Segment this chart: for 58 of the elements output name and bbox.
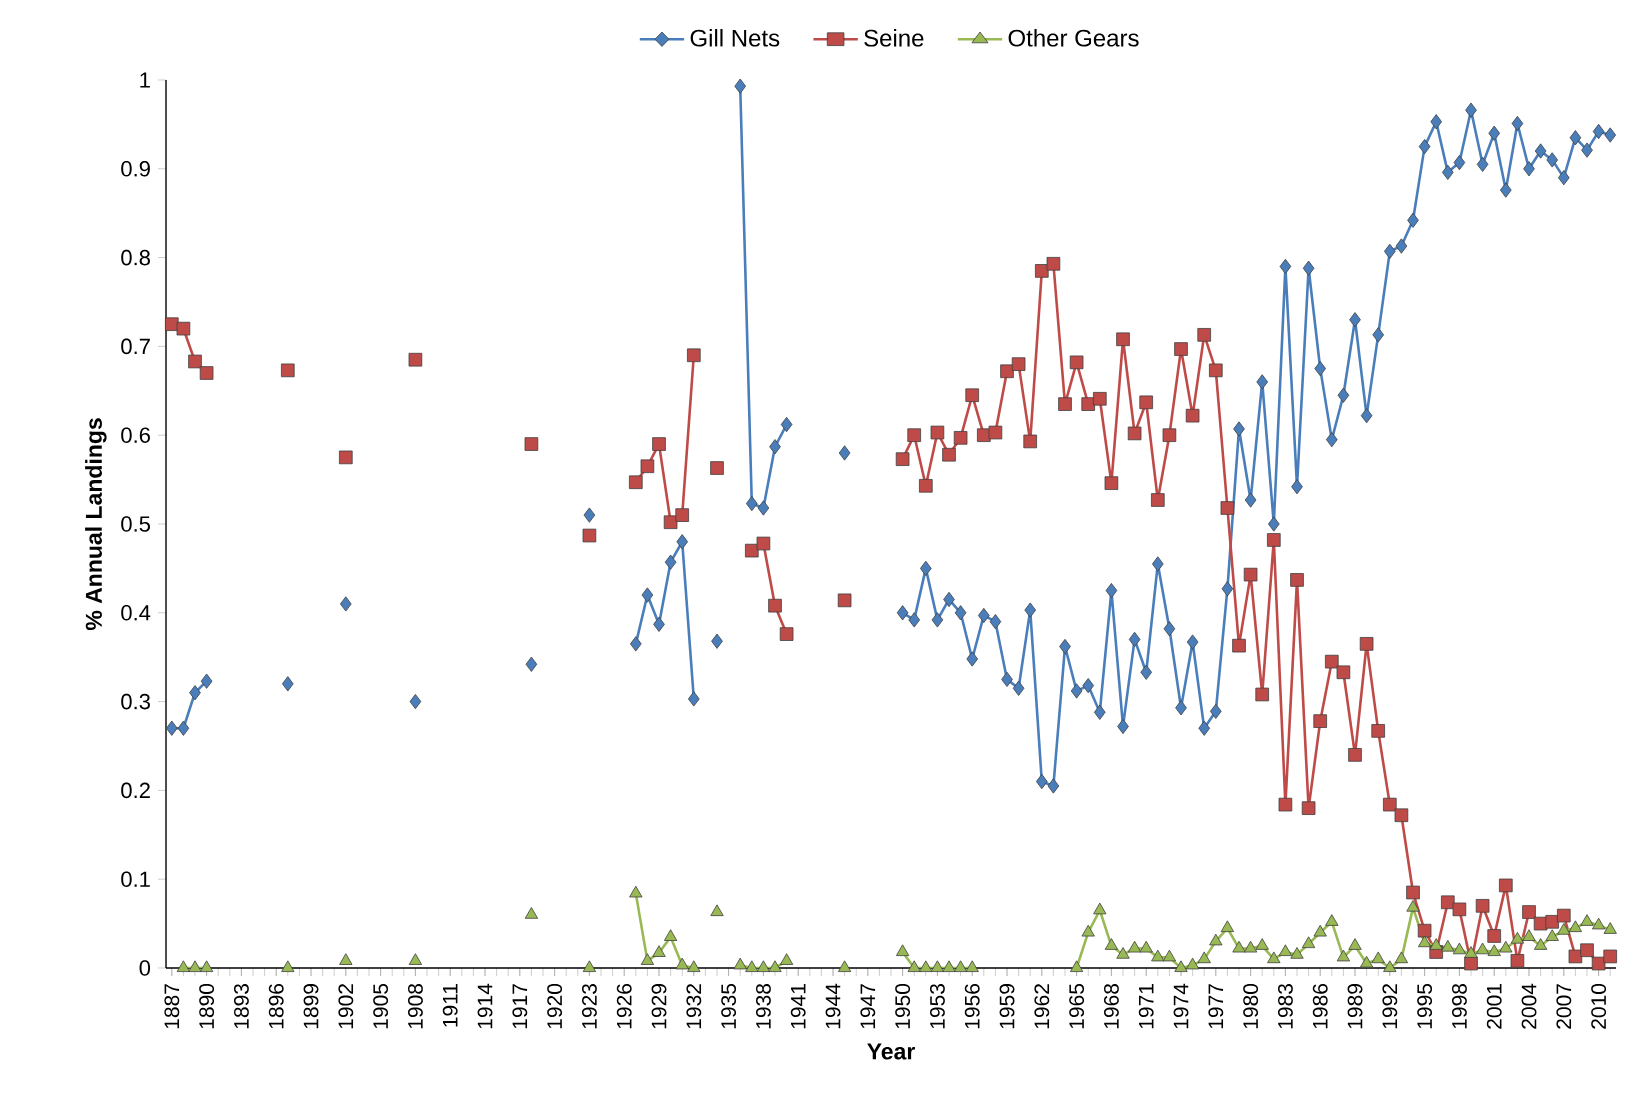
x-tick-label: 2007 (1556, 984, 1572, 1029)
x-tick-label: 2010 (1591, 983, 1607, 1029)
y-tick-label: 0.9 (121, 161, 150, 177)
y-tick-label: 0.4 (121, 605, 151, 621)
x-tick-label: 1911 (442, 984, 458, 1027)
x-tick-label: 1992 (1382, 984, 1398, 1029)
x-tick-label: 2004 (1521, 983, 1537, 1029)
x-tick-label: 1902 (338, 984, 354, 1029)
x-tick-label: 1932 (686, 984, 702, 1029)
y-tick-label: 0.5 (121, 516, 150, 532)
x-tick-label: 1989 (1347, 984, 1363, 1029)
x-tick-label: 1941 (790, 984, 806, 1029)
x-tick-label: 1929 (651, 984, 667, 1029)
y-tick-label: 0.7 (121, 338, 150, 355)
x-tick-label: 1947 (860, 984, 876, 1029)
y-tick-label: 0.2 (121, 782, 150, 799)
x-tick-label: 1953 (929, 983, 945, 1029)
x-tick-label: 1971 (1138, 984, 1154, 1029)
x-tick-label: 1890 (199, 983, 215, 1029)
x-tick-label: 1968 (1103, 983, 1119, 1029)
y-axis-title: % Annual Landings (85, 418, 107, 631)
x-tick-label: 1908 (407, 983, 423, 1029)
x-tick-label: 1893 (233, 983, 249, 1029)
x-tick-label: 1899 (303, 984, 319, 1029)
x-tick-label: 1974 (1173, 983, 1189, 1029)
x-tick-label: 1923 (581, 983, 597, 1029)
x-tick-label: 1917 (512, 984, 528, 1029)
y-tick-label: 0.1 (121, 871, 150, 887)
x-tick-label: 1944 (825, 983, 841, 1029)
x-tick-label: 1887 (164, 984, 180, 1029)
x-tick-label: 1995 (1417, 983, 1433, 1029)
legend-label: Seine (864, 29, 924, 47)
x-tick-label: 1956 (964, 983, 980, 1029)
x-tick-label: 1986 (1312, 983, 1328, 1029)
x-tick-label: 1980 (1243, 983, 1259, 1029)
legend-label: Other Gears (1008, 29, 1139, 47)
x-tick-label: 1950 (895, 983, 911, 1029)
y-tick-label: 0.6 (121, 427, 150, 443)
x-tick-label: 1896 (268, 983, 284, 1029)
x-tick-label: 2001 (1486, 984, 1502, 1029)
x-tick-label: 1935 (721, 983, 737, 1029)
x-tick-label: 1920 (547, 983, 563, 1029)
x-tick-label: 1926 (616, 983, 632, 1029)
x-tick-label: 1965 (1069, 983, 1085, 1029)
x-tick-label: 1959 (999, 984, 1015, 1029)
y-tick-label: 0 (139, 960, 151, 976)
x-tick-label: 1983 (1277, 983, 1293, 1029)
x-axis-title: Year (867, 1043, 915, 1060)
x-tick-label: 1938 (755, 983, 771, 1029)
y-tick-label: 0.3 (121, 693, 150, 710)
x-tick-label: 1998 (1451, 983, 1467, 1029)
x-tick-label: 1905 (373, 983, 389, 1029)
y-tick-label: 1 (140, 72, 150, 88)
x-tick-label: 1914 (477, 983, 493, 1029)
x-tick-label: 1977 (1208, 984, 1224, 1029)
legend-label: Gill Nets (690, 29, 780, 47)
y-tick-label: 0.8 (121, 249, 150, 266)
x-tick-label: 1962 (1034, 984, 1050, 1029)
